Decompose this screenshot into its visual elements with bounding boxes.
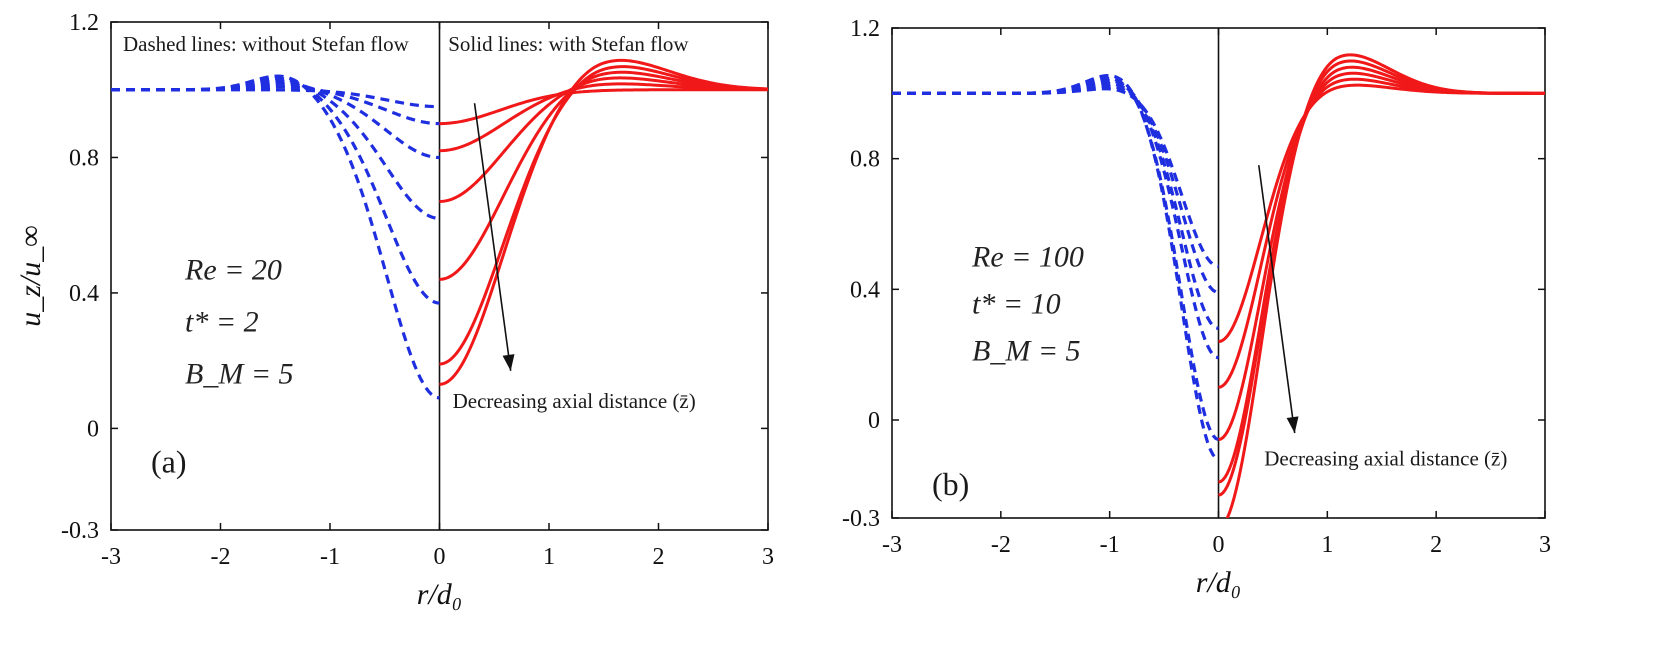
x-tick-label: -2: [211, 544, 231, 570]
arrow-head: [502, 354, 515, 371]
param-1: Re = 20: [184, 253, 282, 286]
dashed-curve-3: [892, 81, 1219, 331]
arrow-annotation: Decreasing axial distance (z̄): [453, 389, 696, 413]
solid-curve-4: [439, 70, 768, 281]
x-tick-label: 1: [1321, 532, 1333, 558]
panel-label: (b): [932, 466, 969, 502]
arrow-annotation: Decreasing axial distance (z̄): [1264, 447, 1507, 471]
panel-label: (a): [151, 443, 187, 479]
x-tick-label: 0: [1213, 532, 1225, 558]
x-axis-title: r/d₀: [417, 578, 462, 611]
dashed-curve-6: [892, 73, 1220, 461]
x-tick-label: 3: [1539, 532, 1551, 558]
dashed-curve-1: [892, 87, 1219, 269]
y-tick-label: 1.2: [69, 10, 99, 36]
param-3: B_M = 5: [972, 334, 1081, 367]
x-tick-label: -3: [101, 544, 121, 570]
dashed-curve-1: [111, 88, 440, 109]
x-tick-label: 2: [1430, 532, 1442, 558]
panel-b: -3 -2 -1 0 1 2 3 1.2 0.8 0.4 0 -0.3 r/d₀ Decreasing a…: [842, 16, 1551, 599]
solid-curve-5: [439, 65, 768, 366]
x-tick-label: -1: [320, 544, 340, 570]
param-1: Re = 100: [971, 240, 1084, 273]
y-axis-title: u_z/u_∞: [14, 225, 47, 326]
arrow-line: [473, 103, 512, 371]
param-3: B_M = 5: [185, 357, 294, 390]
panel-a: -3 -2 -1 0 1 2 3 1.2 0.8 0.4 0 -0.3 r/d₀ u_z/u_∞ Decre…: [14, 10, 774, 611]
y-tick-label: 0: [868, 408, 880, 434]
dashed-annotation: Dashed lines: without Stefan flow: [123, 32, 410, 56]
x-tick-label: -2: [991, 532, 1011, 558]
solid-annotation: Solid lines: with Stefan flow: [448, 32, 689, 56]
param-2: t* = 2: [185, 305, 259, 338]
solid-curve-3: [439, 76, 768, 203]
solid-curve-2: [439, 82, 768, 153]
dashed-curve-4: [111, 79, 440, 221]
dashed-curve-5: [111, 76, 440, 305]
y-tick-label: 0: [87, 416, 99, 442]
solid-curve-4: [1218, 65, 1545, 484]
dashed-curve-6: [111, 74, 440, 400]
y-tick-label: -0.3: [61, 518, 99, 544]
solid-curve-6: [439, 58, 768, 386]
y-tick-label: 0.4: [850, 277, 880, 303]
y-tick-label: 0.8: [850, 147, 880, 173]
x-tick-label: 3: [762, 544, 774, 570]
x-tick-label: -3: [882, 532, 902, 558]
x-tick-label: 0: [434, 544, 446, 570]
x-tick-label: 2: [653, 544, 665, 570]
x-axis-title: r/d₀: [1196, 566, 1241, 599]
y-tick-label: 0.8: [69, 145, 99, 171]
solid-curve-3: [1218, 71, 1545, 442]
dashed-curve-2: [111, 85, 440, 126]
y-tick-label: 0.4: [69, 281, 99, 307]
param-2: t* = 10: [972, 287, 1061, 320]
solid-curve-1: [439, 88, 768, 126]
dashed-curve-4: [892, 79, 1219, 360]
curves: [111, 58, 768, 400]
y-tick-label: -0.3: [842, 506, 880, 532]
y-tick-label: 1.2: [850, 16, 880, 42]
arrow-head: [1286, 416, 1299, 434]
x-tick-label: -1: [1100, 532, 1120, 558]
dashed-curve-3: [111, 82, 440, 160]
arrow-line: [1257, 165, 1296, 434]
x-tick-label: 1: [543, 544, 555, 570]
